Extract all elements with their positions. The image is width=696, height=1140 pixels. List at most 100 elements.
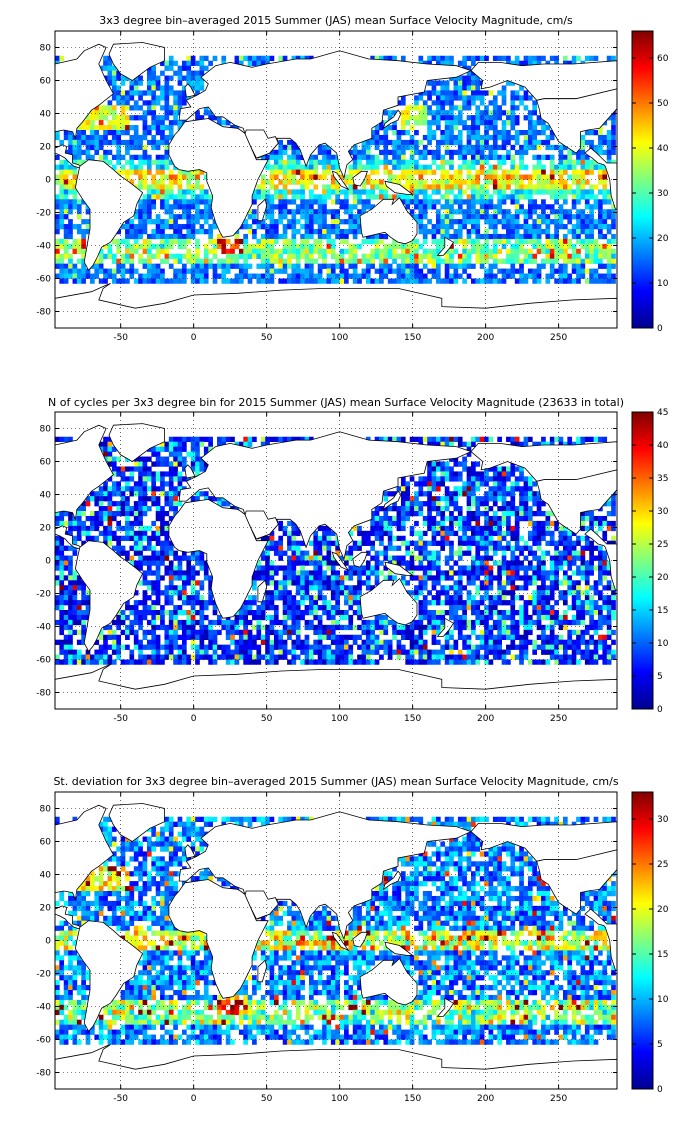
heatmap-cell (164, 555, 170, 561)
heatmap-cell (59, 184, 65, 190)
heatmap-cell (435, 164, 441, 170)
heatmap-cell (146, 184, 152, 190)
heatmap-cell (405, 248, 411, 255)
heatmap-cell (567, 560, 573, 566)
heatmap-cell (160, 184, 165, 190)
heatmap-cell (90, 511, 95, 517)
heatmap-cell (85, 229, 91, 235)
heatmap-cell (322, 194, 327, 200)
heatmap-cell (330, 268, 336, 274)
heatmap-cell (558, 179, 564, 185)
heatmap-cell (160, 248, 165, 255)
heatmap-cell (339, 233, 345, 240)
heatmap-cell (488, 115, 494, 121)
heatmap-cell (444, 476, 450, 482)
heatmap-cell (593, 243, 599, 250)
heatmap-cell (611, 273, 616, 279)
heatmap-cell (146, 545, 152, 551)
heatmap-cell (120, 90, 126, 96)
heatmap-cell (571, 268, 577, 274)
heatmap-cell (339, 204, 345, 210)
heatmap-cell (541, 204, 546, 210)
heatmap-cell (392, 164, 397, 170)
heatmap-cell (330, 159, 336, 165)
heatmap-cell (273, 219, 279, 225)
heatmap-cell (300, 436, 305, 442)
heatmap-cell (330, 560, 336, 566)
heatmap-cell (304, 585, 310, 591)
heatmap-cell (584, 575, 590, 581)
heatmap-cell (195, 214, 200, 220)
heatmap-cell (322, 253, 327, 259)
heatmap-cell (304, 268, 310, 274)
heatmap-cell (195, 471, 200, 477)
heatmap-cell (602, 214, 608, 220)
heatmap-cell (440, 115, 446, 121)
heatmap-cell (291, 189, 297, 195)
heatmap-cell (501, 154, 507, 160)
heatmap-cell (484, 55, 489, 61)
heatmap-cell (186, 70, 192, 76)
heatmap-cell (396, 520, 402, 527)
heatmap-cell (177, 199, 183, 205)
heatmap-cell (103, 441, 108, 447)
heatmap-cell (107, 130, 113, 136)
heatmap-cell (379, 125, 384, 131)
heatmap-cell (308, 575, 314, 581)
heatmap-cell (510, 550, 516, 556)
heatmap-cell (593, 184, 599, 190)
heatmap-cell (352, 194, 358, 200)
heatmap-cell (387, 149, 393, 156)
heatmap-cell (348, 555, 354, 561)
heatmap-cell (471, 278, 476, 284)
heatmap-cell (173, 590, 178, 596)
heatmap-cell (221, 60, 227, 66)
heatmap-cell (186, 258, 192, 264)
heatmap-cell (536, 501, 542, 507)
heatmap-cell (479, 585, 485, 591)
heatmap-cell (527, 436, 533, 442)
heatmap-cell (182, 476, 187, 482)
heatmap-cell (278, 258, 284, 264)
heatmap-cell (326, 535, 332, 541)
heatmap-cell (151, 70, 157, 76)
heatmap-cell (514, 575, 520, 581)
heatmap-cell (414, 105, 419, 111)
heatmap-cell (326, 238, 332, 245)
heatmap-cell (611, 590, 616, 596)
heatmap-cell (466, 575, 472, 581)
heatmap-cell (72, 174, 78, 180)
heatmap-cell (313, 565, 319, 571)
heatmap-cell (120, 501, 126, 507)
heatmap-cell (541, 585, 546, 591)
heatmap-cell (462, 530, 467, 537)
heatmap-cell (120, 545, 126, 551)
heatmap-cell (260, 258, 266, 264)
heatmap-cell (291, 194, 297, 200)
heatmap-cell (291, 179, 297, 185)
heatmap-cell (168, 169, 174, 175)
heatmap-cell (510, 179, 516, 185)
heatmap-cell (576, 273, 581, 279)
heatmap-cell (431, 560, 437, 566)
heatmap-cell (116, 115, 121, 121)
heatmap-cell (155, 224, 161, 230)
heatmap-cell (146, 65, 152, 71)
heatmap-cell (252, 248, 257, 255)
heatmap-cell (177, 273, 183, 279)
heatmap-cell (146, 125, 152, 131)
heatmap-cell (484, 590, 489, 596)
heatmap-cell (414, 243, 419, 250)
heatmap-cell (313, 238, 319, 245)
heatmap-cell (492, 130, 498, 136)
heatmap-cell (221, 263, 227, 269)
heatmap-cell (370, 159, 375, 165)
land-outline (108, 42, 165, 81)
heatmap-cell (611, 238, 616, 245)
heatmap-cell (203, 258, 209, 264)
heatmap-cell (506, 134, 511, 141)
heatmap-cell (457, 461, 463, 467)
heatmap-cell (81, 501, 86, 507)
heatmap-cell (322, 545, 327, 551)
heatmap-cell (418, 204, 424, 210)
